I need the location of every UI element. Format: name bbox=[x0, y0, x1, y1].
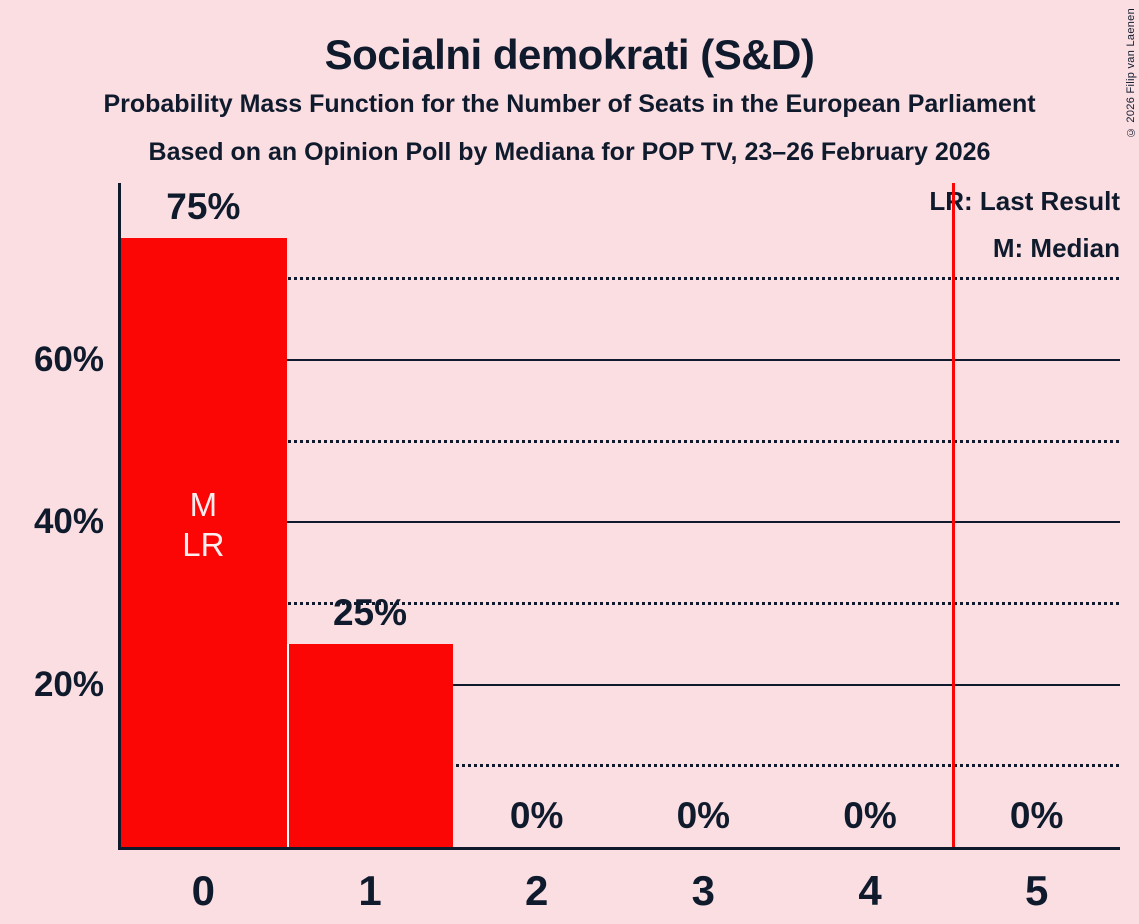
gridline-solid-60pct bbox=[120, 358, 1120, 361]
value-label-2: 0% bbox=[509, 795, 564, 836]
y-tick-label-60pct: 60% bbox=[33, 339, 104, 379]
value-label-4: 0% bbox=[843, 795, 897, 836]
x-axis bbox=[118, 847, 1120, 850]
x-tick-label-1: 1 bbox=[358, 867, 382, 914]
gridline-solid-40pct bbox=[120, 521, 1120, 524]
gridline-solid-20pct bbox=[120, 683, 1120, 686]
chart-title: Socialni demokrati (S&D) bbox=[324, 31, 815, 78]
chart-subtitle-line2: Based on an Opinion Poll by Mediana for … bbox=[148, 138, 991, 166]
annotation-line-lr: LR bbox=[182, 526, 225, 563]
gridline-dotted-50pct bbox=[120, 439, 1120, 443]
value-label-3: 0% bbox=[676, 795, 731, 836]
x-tick-label-3: 3 bbox=[691, 867, 716, 914]
value-label-5: 0% bbox=[1009, 795, 1064, 836]
gridline-dotted-70pct bbox=[120, 277, 1120, 281]
y-tick-label-20pct: 20% bbox=[33, 664, 104, 704]
x-tick-label-5: 5 bbox=[1024, 867, 1049, 914]
annotation-line-m: M bbox=[189, 486, 218, 523]
legend-median: M: Median bbox=[992, 233, 1120, 263]
y-tick-label-40pct: 40% bbox=[33, 502, 104, 542]
bar-seats-1 bbox=[286, 644, 454, 847]
value-label-1: 25% bbox=[332, 592, 408, 633]
bar-seats-0 bbox=[120, 238, 287, 847]
x-tick-label-4: 4 bbox=[858, 867, 882, 914]
value-label-0: 75% bbox=[166, 186, 241, 227]
y-axis bbox=[118, 183, 121, 850]
legend-last-result: LR: Last Result bbox=[929, 186, 1120, 216]
last-result-marker-line bbox=[951, 183, 955, 847]
gridline-dotted-10pct bbox=[120, 764, 1120, 768]
x-tick-label-2: 2 bbox=[524, 867, 549, 914]
gridline-dotted-30pct bbox=[120, 601, 1120, 605]
x-tick-label-0: 0 bbox=[191, 867, 216, 914]
median-last-result-annotation: M LR bbox=[182, 485, 224, 565]
chart-subtitle-line1: Probability Mass Function for the Number… bbox=[103, 90, 1036, 118]
